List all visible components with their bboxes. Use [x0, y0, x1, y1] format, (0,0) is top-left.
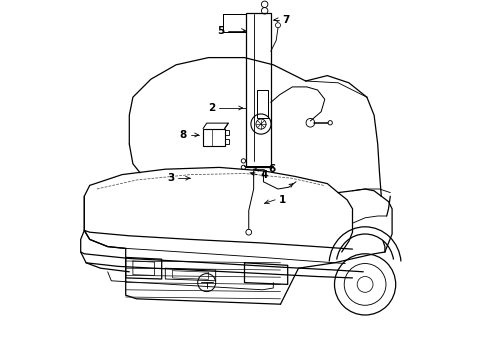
Text: 2: 2	[208, 103, 215, 113]
Text: 5: 5	[217, 26, 224, 36]
Bar	[224, 130, 228, 135]
Text: 4: 4	[260, 170, 267, 180]
Bar	[224, 139, 228, 144]
Text: 7: 7	[282, 15, 289, 25]
Text: 8: 8	[179, 130, 186, 140]
Bar	[256, 90, 267, 118]
Bar	[203, 129, 224, 146]
Text: 1: 1	[278, 195, 285, 205]
Bar	[246, 13, 270, 167]
Text: 3: 3	[167, 173, 174, 183]
Text: 6: 6	[267, 164, 275, 174]
